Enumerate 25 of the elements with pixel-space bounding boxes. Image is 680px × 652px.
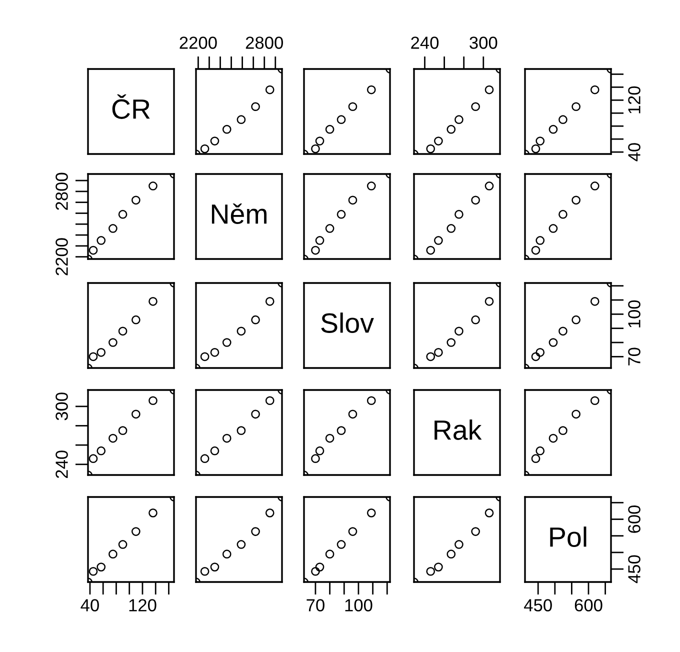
y-tick-label: 40 <box>628 143 640 162</box>
x-tick-label: 2200 <box>180 36 217 49</box>
text: Slov <box>321 312 374 333</box>
x-tick-label: 240 <box>411 36 439 49</box>
y-tick-label: 600 <box>628 505 640 533</box>
y-tick-label: 450 <box>628 555 640 584</box>
y-tick-label: 2200 <box>56 238 68 276</box>
x-tick-label: 300 <box>470 36 498 49</box>
text: Něm <box>212 203 266 224</box>
x-tick-label: 100 <box>345 599 372 612</box>
text: Rak <box>434 420 482 440</box>
y-tick-label: 70 <box>628 348 640 366</box>
y-tick-label: 240 <box>56 450 68 478</box>
x-tick-label: 2800 <box>246 36 283 49</box>
y-tick-label: 2800 <box>56 172 68 210</box>
y-tick-label: 100 <box>628 300 640 328</box>
y-tick-label: 300 <box>56 392 68 420</box>
text: Pol <box>550 526 586 547</box>
y-tick-label: 120 <box>628 86 640 114</box>
x-tick-label: 40 <box>80 599 99 612</box>
x-tick-label: 600 <box>574 599 602 612</box>
x-tick-label: 450 <box>524 599 552 612</box>
x-tick-label: 120 <box>129 599 156 612</box>
text: ČR <box>112 94 150 119</box>
x-tick-label: 70 <box>306 599 324 612</box>
